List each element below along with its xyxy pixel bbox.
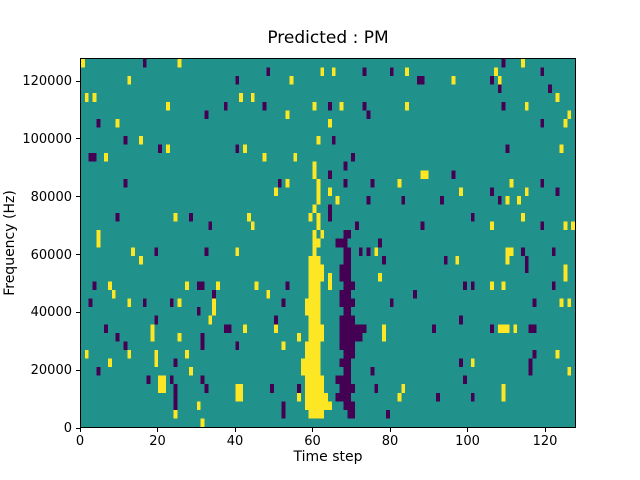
y-tick-label: 0	[63, 421, 72, 436]
y-tick-mark	[76, 427, 80, 429]
y-tick-mark	[76, 196, 80, 198]
x-tick-mark	[312, 428, 313, 432]
x-tick-mark	[544, 428, 546, 432]
y-tick-mark	[76, 254, 80, 256]
x-tick-mark	[157, 428, 158, 432]
y-tick-label: 20000	[30, 363, 72, 379]
y-axis-label: Frequency (Hz)	[2, 190, 18, 296]
x-tick-label: 100	[455, 434, 480, 449]
y-tick-label: 100000	[22, 131, 72, 147]
y-tick-mark	[76, 369, 80, 371]
x-tick-mark	[467, 428, 468, 432]
x-tick-label: 60	[304, 434, 321, 449]
x-tick-label: 0	[75, 434, 85, 449]
y-tick-label: 40000	[30, 305, 72, 321]
x-tick-label: 20	[149, 434, 166, 449]
x-tick-label: 120	[532, 434, 558, 449]
y-tick-mark	[76, 311, 80, 313]
x-tick-mark	[79, 428, 81, 432]
x-tick-label: 40	[226, 434, 244, 449]
heatmap-canvas	[81, 59, 575, 427]
x-tick-mark	[389, 428, 391, 432]
plot-title: Predicted : PM	[267, 28, 389, 48]
y-tick-label: 60000	[30, 247, 72, 263]
y-tick-mark	[76, 80, 80, 82]
y-tick-label: 80000	[30, 189, 72, 205]
y-tick-label: 120000	[22, 74, 72, 90]
x-tick-label: 80	[381, 434, 399, 449]
x-tick-mark	[234, 428, 236, 432]
y-tick-mark	[76, 138, 80, 140]
x-axis-label: Time step	[293, 449, 363, 465]
plot-area	[80, 58, 576, 428]
